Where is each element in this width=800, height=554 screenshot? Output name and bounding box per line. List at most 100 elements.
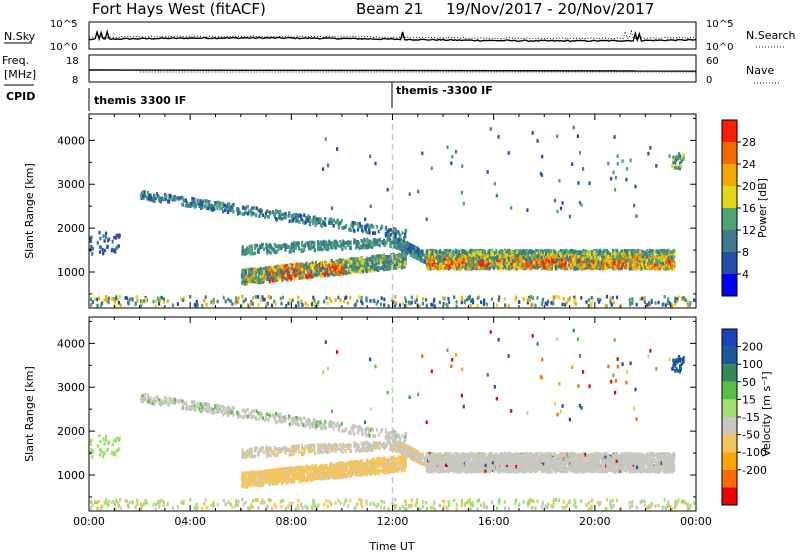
power-cell	[672, 248, 676, 253]
power-cell	[253, 206, 256, 210]
power-cell	[297, 295, 300, 300]
power-cell	[539, 257, 542, 262]
power-cell	[450, 265, 454, 269]
power-cell	[666, 266, 669, 271]
power-cell	[305, 262, 308, 266]
power-cell	[339, 270, 342, 275]
power-cell	[258, 214, 261, 218]
power-cell	[384, 258, 387, 262]
power-cell	[265, 277, 269, 281]
power-cell	[476, 304, 479, 308]
power-cell	[306, 243, 310, 248]
power-cell	[625, 250, 628, 254]
power-cell	[315, 268, 318, 272]
power-cell	[505, 258, 508, 262]
nsky-trace	[88, 29, 697, 43]
power-cell	[298, 275, 301, 280]
power-cell	[443, 249, 446, 253]
power-cell	[622, 254, 625, 258]
power-cell	[283, 244, 286, 248]
power-cell	[306, 241, 309, 245]
power-cell	[688, 303, 691, 307]
power-cell	[541, 297, 545, 302]
power-cell	[347, 270, 351, 274]
power-cell	[391, 298, 394, 302]
power-cell	[475, 265, 478, 269]
power-cell	[385, 241, 388, 245]
power-cell	[255, 243, 259, 248]
power-cell	[429, 266, 432, 271]
power-cell	[309, 243, 312, 247]
power-cell	[348, 265, 351, 270]
power-cell	[260, 267, 263, 272]
power-cell	[562, 297, 565, 301]
power-cell	[294, 246, 297, 250]
power-cell	[272, 273, 275, 278]
power-cell	[555, 261, 558, 265]
freq-trace	[88, 69, 697, 72]
power-cell	[468, 258, 471, 263]
power-cell	[590, 296, 593, 300]
power-cell	[401, 261, 404, 266]
power-cell	[422, 253, 425, 257]
power-cell	[596, 252, 599, 256]
power-cell	[652, 254, 655, 258]
power-cell	[274, 217, 278, 221]
power-cell	[288, 275, 291, 280]
power-cell	[693, 298, 696, 302]
power-cell	[259, 208, 262, 212]
power-cell	[140, 196, 143, 200]
power-cell	[574, 258, 577, 263]
power-cell	[638, 265, 641, 270]
power-cell	[604, 251, 607, 256]
power-cell	[499, 264, 502, 268]
power-cell	[225, 207, 228, 211]
power-cell	[366, 230, 370, 235]
power-cell	[319, 272, 322, 277]
power-cell	[248, 270, 251, 275]
power-cell	[477, 255, 480, 260]
power-cell	[97, 296, 100, 301]
power-cell	[528, 295, 531, 300]
power-cell	[393, 260, 396, 264]
power-cell	[210, 203, 213, 208]
power-cell	[273, 213, 276, 217]
power-cell	[512, 263, 515, 268]
power-cell	[604, 249, 607, 253]
power-cell	[373, 231, 377, 235]
power-cell	[647, 302, 650, 307]
power-cell	[401, 248, 404, 253]
power-cell	[644, 255, 647, 260]
power-cell	[107, 296, 110, 301]
power-cell	[347, 240, 350, 244]
power-cell	[387, 304, 390, 308]
power-cell	[470, 256, 473, 261]
power-cell	[250, 208, 253, 212]
power-cell	[447, 266, 450, 271]
power-cell	[517, 262, 520, 267]
power-cell	[259, 274, 262, 279]
power-cell	[291, 245, 294, 250]
power-cell	[485, 253, 488, 257]
power-cell	[368, 256, 372, 261]
power-cell	[574, 297, 577, 302]
power-cell	[301, 303, 304, 307]
power-cell	[490, 297, 494, 301]
power-cell	[630, 260, 633, 264]
power-cell	[590, 259, 593, 263]
power-cell	[401, 231, 404, 235]
power-cell	[306, 218, 310, 223]
power-cell	[540, 263, 543, 268]
power-cell	[372, 254, 375, 259]
power-cell	[416, 295, 419, 299]
power-cell	[166, 299, 169, 303]
power-cell	[371, 241, 374, 246]
power-cell	[597, 300, 601, 304]
power-cell	[438, 250, 441, 255]
power-cell	[333, 239, 336, 244]
power-cell	[602, 256, 605, 260]
power-cell	[579, 253, 582, 257]
power-cell	[569, 266, 572, 270]
power-cell	[445, 302, 448, 307]
power-cell	[344, 225, 347, 230]
